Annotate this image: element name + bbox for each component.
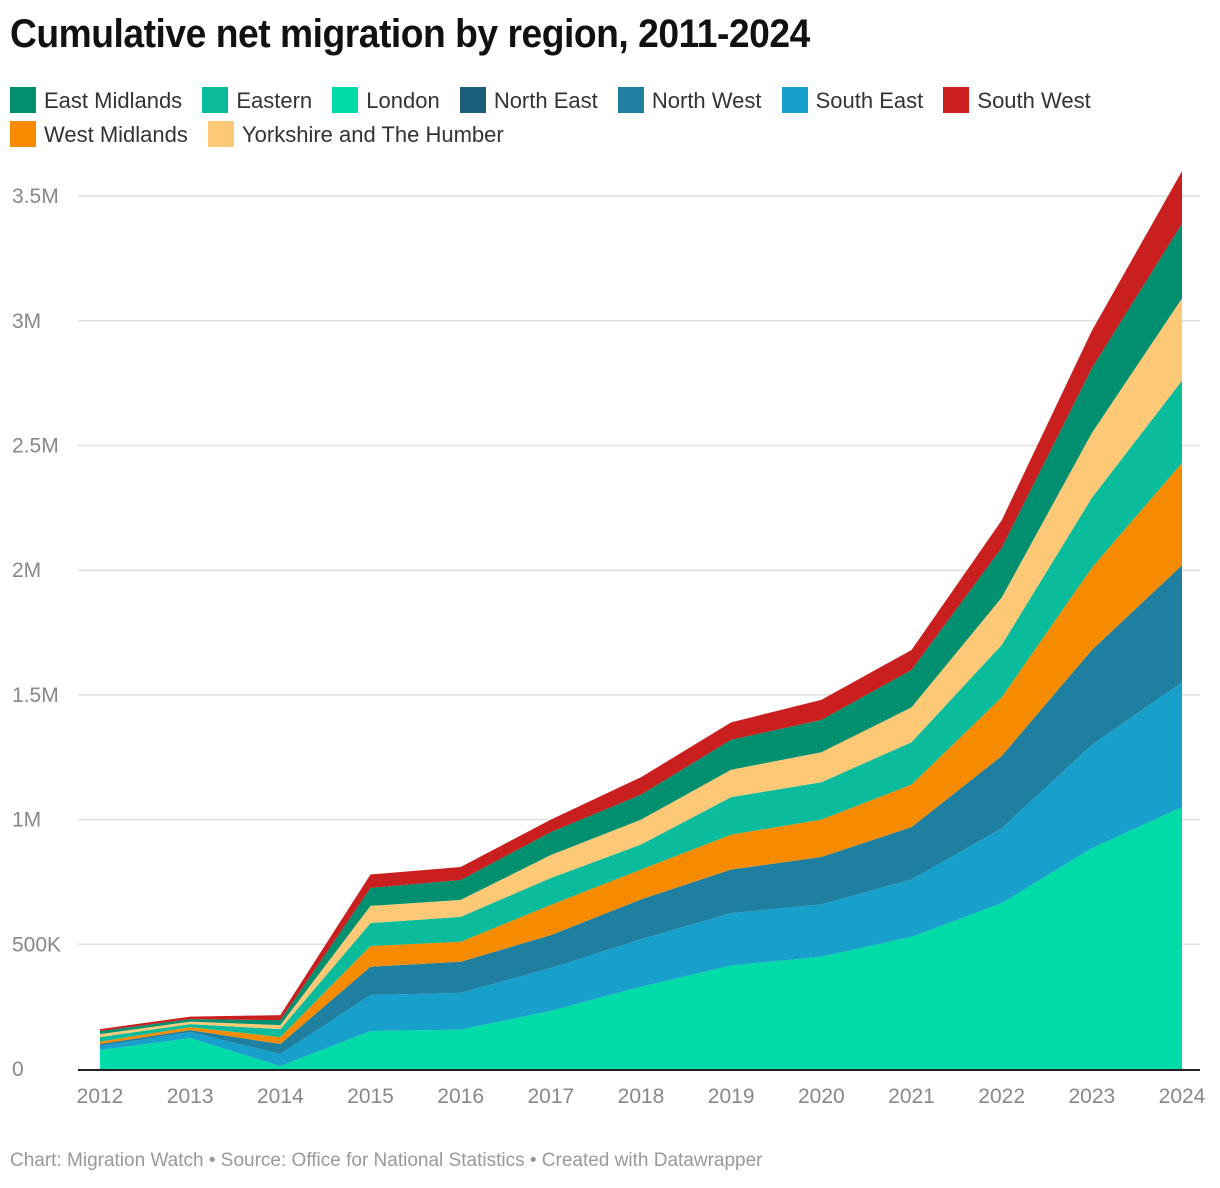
y-tick-label: 2M [12,559,41,582]
legend-label: South East [815,88,924,113]
chart-title: Cumulative net migration by region, 2011… [10,12,810,56]
area-yorkshire-and-the-humber [100,298,1182,1038]
legend-label: North East [493,88,598,113]
legend-label: East Midlands [44,88,183,113]
area-west-midlands [100,462,1182,1045]
legend-swatch [202,87,229,113]
legend-item: South East [781,87,924,113]
y-tick-label: 2.5M [12,435,59,458]
legend-item: Eastern [202,87,313,113]
legend-swatch [208,121,234,147]
chart-footer: Chart: Migration Watch • Source: Office … [10,1150,763,1171]
legend-label: West Midlands [44,122,188,147]
legend-label: Eastern [236,88,313,113]
x-tick-label: 2024 [1159,1085,1206,1108]
x-tick-label: 2017 [527,1085,574,1108]
legend-swatch [459,87,486,113]
x-tick-label: 2023 [1068,1085,1115,1108]
x-tick-label: 2020 [798,1085,845,1108]
legend-swatch [617,87,644,113]
area-east-midlands [100,223,1182,1035]
y-tick-label: 1.5M [12,684,59,707]
x-tick-label: 2021 [888,1085,935,1108]
legend-swatch [943,87,970,113]
legend-item: East Midlands [10,87,183,113]
x-tick-label: 2016 [437,1085,484,1108]
y-tick-label: 1M [12,809,41,832]
y-tick-label: 0 [12,1058,24,1081]
stacked-area-chart: 0 500K 1M 1.5M 2M 2.5M 3M 3.5M 2012 2013 2014 2015 2… [12,171,1206,1108]
y-tick-label: 3.5M [12,185,59,208]
y-tick-label: 500K [12,933,61,956]
legend-swatch [10,87,36,113]
x-tick-label: 2013 [167,1085,214,1108]
legend: East Midlands Eastern London North East … [10,84,1120,152]
x-tick-label: 2014 [257,1085,304,1108]
legend-swatch [781,87,808,113]
legend-label: London [366,88,440,113]
y-tick-label: 3M [12,310,41,333]
area-london [100,807,1182,1069]
area-south-east [100,682,1182,1067]
legend-item: South West [943,87,1091,113]
area-north-west [100,565,1182,1055]
legend-item: London [332,87,440,113]
legend-item: Yorkshire and The Humber [208,121,504,147]
x-tick-label: 2018 [618,1085,665,1108]
x-tick-label: 2019 [708,1085,755,1108]
legend-label: Yorkshire and The Humber [242,122,504,147]
x-tick-label: 2022 [978,1085,1025,1108]
legend-swatch [332,87,359,113]
area-eastern [100,380,1182,1042]
legend-label: North West [651,88,762,113]
legend-item: West Midlands [10,121,188,147]
x-tick-label: 2012 [77,1085,124,1108]
legend-swatch [10,121,36,147]
x-tick-label: 2015 [347,1085,394,1108]
legend-item: North East [459,87,598,113]
legend-label: South West [977,88,1091,113]
legend-item: North West [617,87,762,113]
